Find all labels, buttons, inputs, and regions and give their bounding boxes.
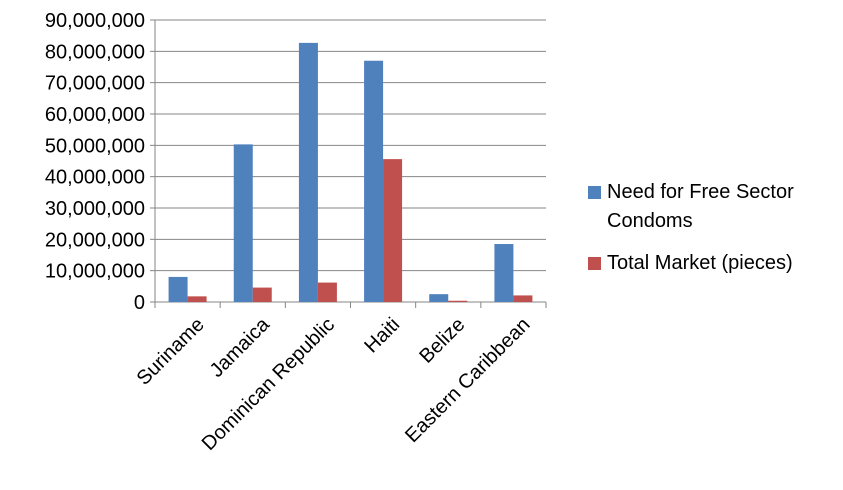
x-tick-label: Jamaica <box>206 313 275 382</box>
legend-swatch-total-market <box>588 257 601 270</box>
bars <box>168 42 533 303</box>
axes <box>150 19 547 308</box>
bar-need-dominican-republic <box>298 42 318 303</box>
y-tick-label: 60,000,000 <box>45 104 145 126</box>
y-tick-label: 70,000,000 <box>45 73 145 95</box>
legend-label-need: Need for Free Sector Condoms <box>607 181 794 232</box>
legend-label-total-market: Total Market (pieces) <box>607 252 793 274</box>
y-axis-tick-labels: 0 10,000,000 20,000,000 30,000,000 40,000,00… <box>45 10 145 314</box>
legend-item-need: Need for Free Sector Condoms <box>588 178 838 236</box>
y-tick-label: 20,000,000 <box>45 229 145 251</box>
x-tick-label: Dominican Republic <box>198 314 339 455</box>
legend: Need for Free Sector Condoms Total Marke… <box>588 178 838 291</box>
y-tick-label: 50,000,000 <box>45 135 145 157</box>
gridlines <box>155 19 546 272</box>
bar-total-market-haiti <box>383 159 403 302</box>
bar-need-eastern-caribbean <box>494 244 514 302</box>
x-tick-label: Eastern Caribbean <box>401 314 534 447</box>
bar-need-jamaica <box>233 144 253 302</box>
y-tick-label: 40,000,000 <box>45 167 145 189</box>
x-tick-label: Belize <box>415 314 469 368</box>
bar-total-market-jamaica <box>252 287 272 302</box>
y-tick-label: 10,000,000 <box>45 261 145 283</box>
bar-need-belize <box>429 294 449 302</box>
x-tick-label: Suriname <box>133 314 209 390</box>
bar-total-market-belize <box>448 300 468 302</box>
x-tick-label: Haiti <box>360 314 404 358</box>
legend-item-total-market: Total Market (pieces) <box>588 249 838 278</box>
y-tick-label: 90,000,000 <box>45 10 145 32</box>
y-tick-label: 80,000,000 <box>45 41 145 63</box>
y-tick-label: 30,000,000 <box>45 198 145 220</box>
bar-total-market-eastern-caribbean <box>513 295 533 302</box>
bar-total-market-dominican-republic <box>317 282 337 302</box>
bar-need-haiti <box>364 60 384 302</box>
bar-total-market-suriname <box>187 296 207 302</box>
legend-swatch-need <box>588 186 601 199</box>
y-tick-label: 0 <box>134 292 145 314</box>
bar-need-suriname <box>168 276 188 302</box>
